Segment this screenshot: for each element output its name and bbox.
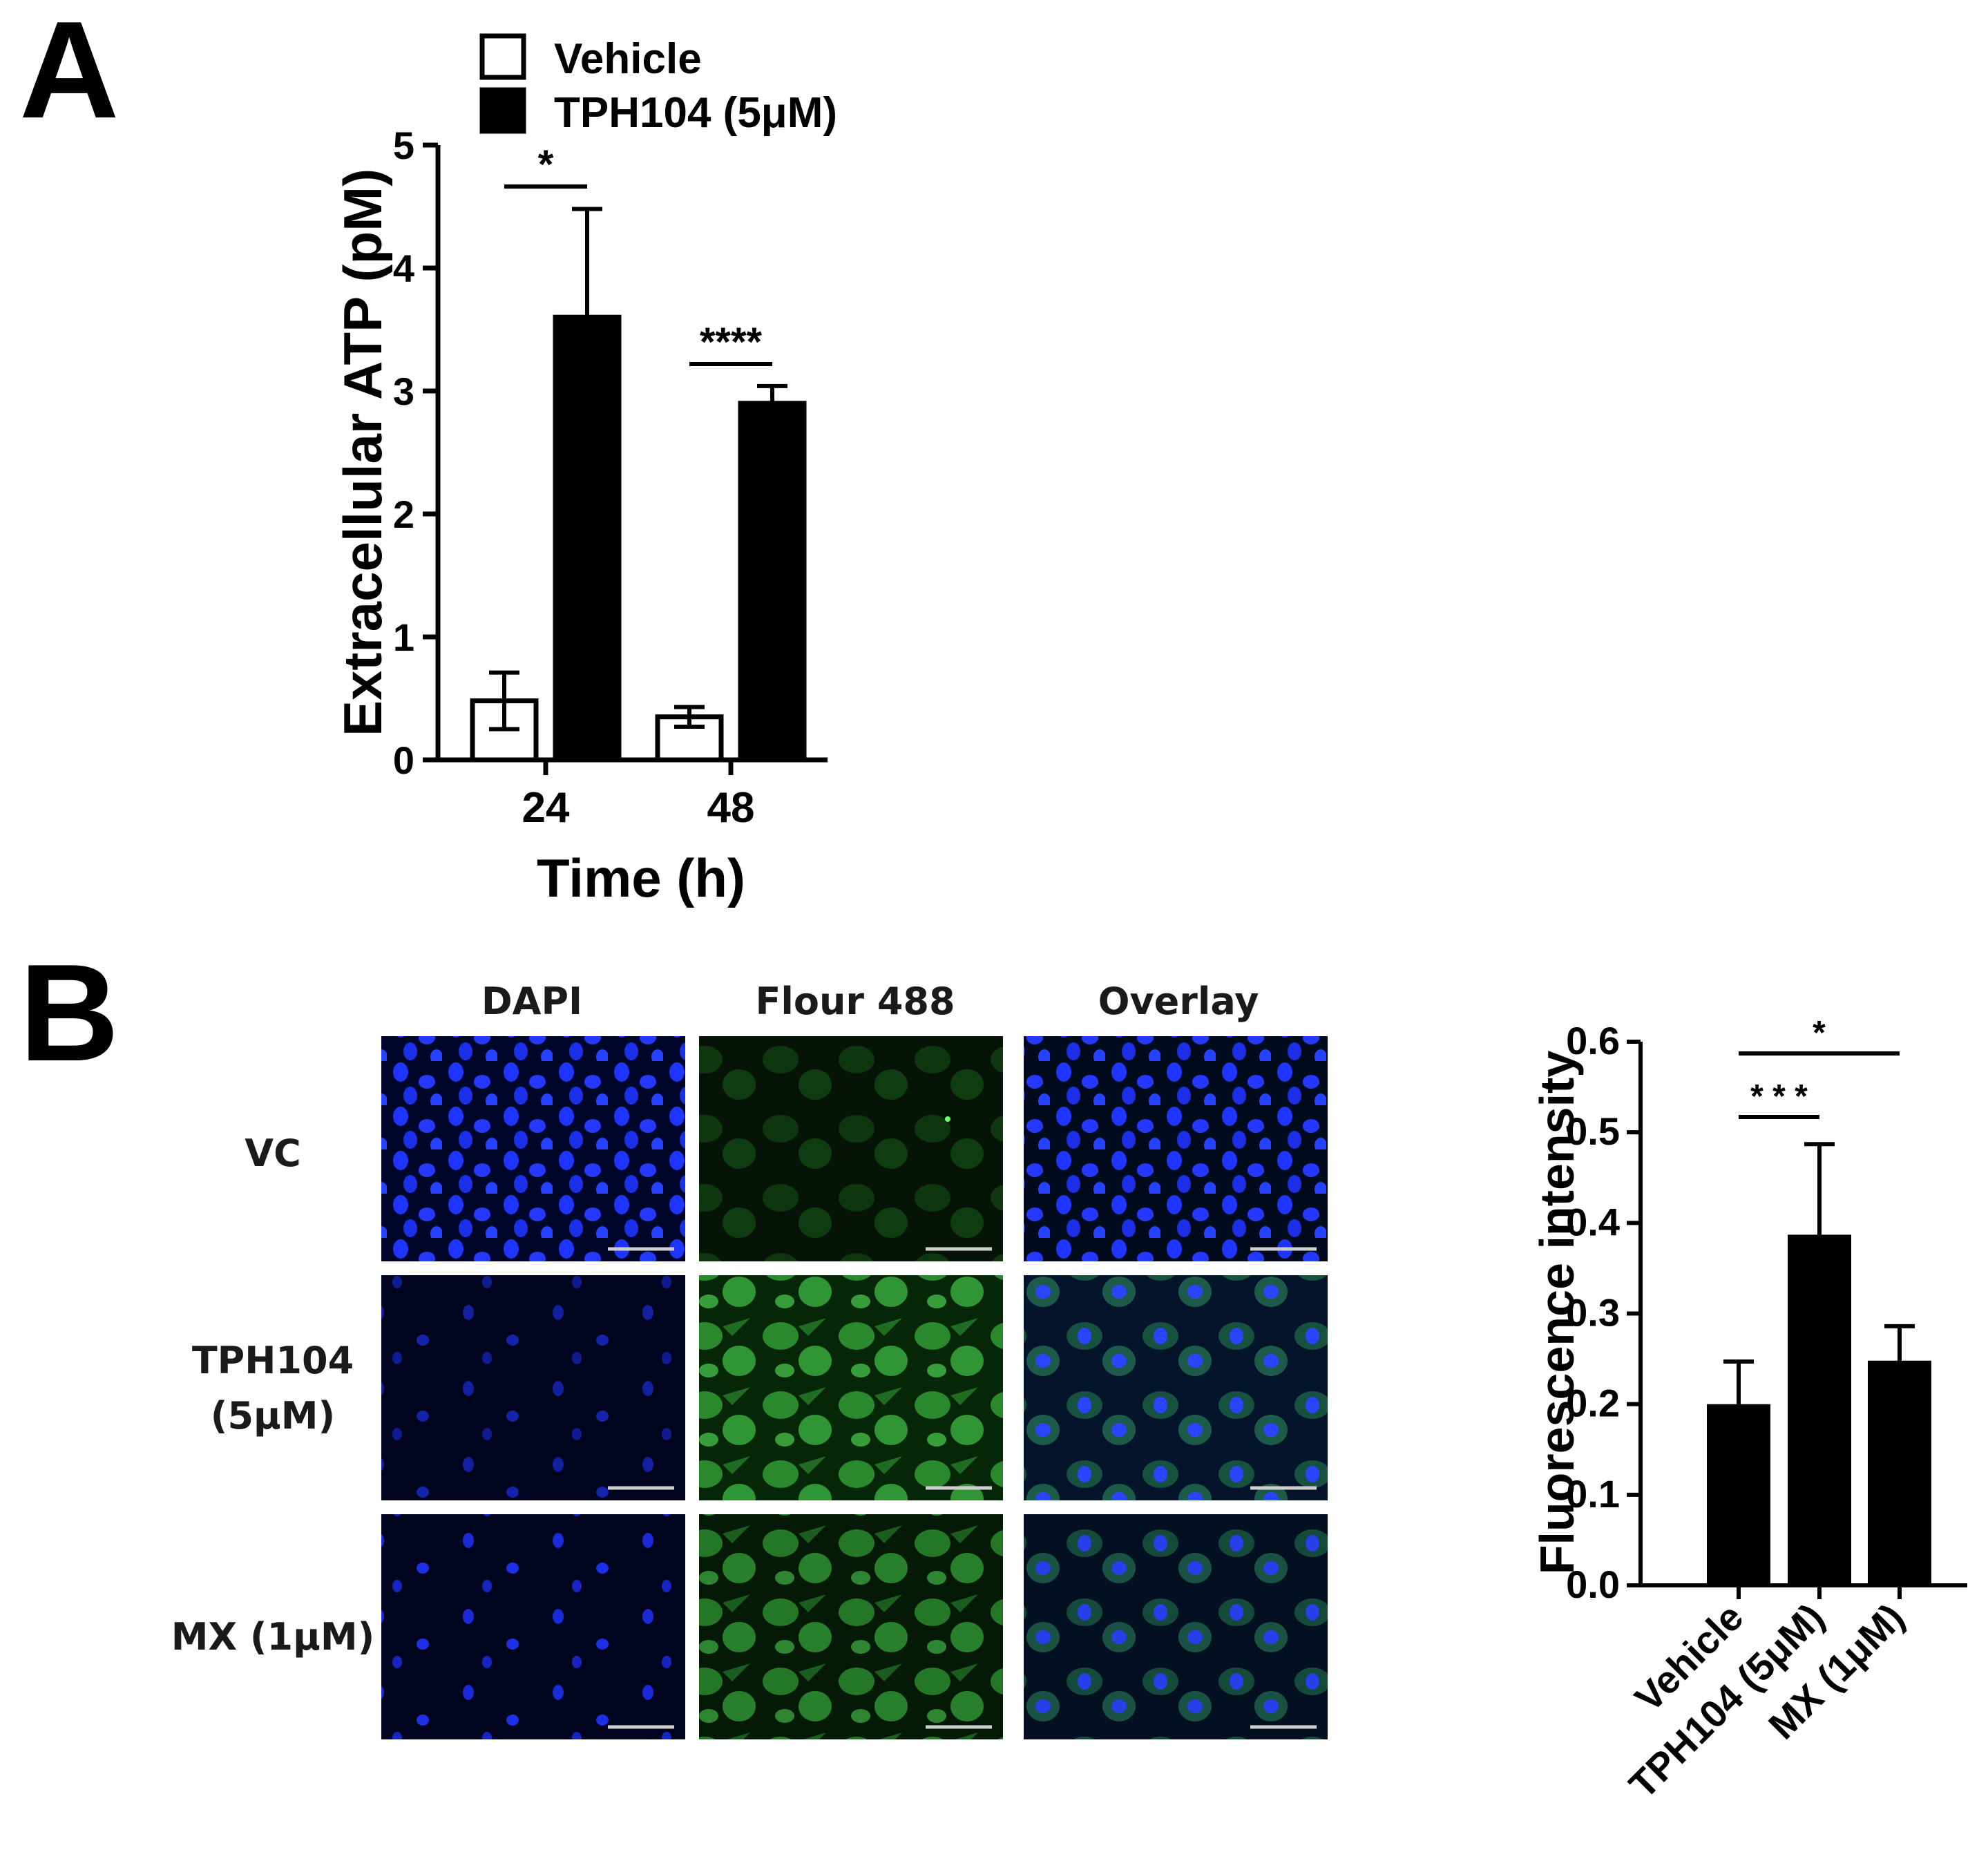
y-tick-label: 0.1: [1566, 1472, 1620, 1516]
column-label-flour-488: Flour 488: [755, 980, 955, 1023]
y-tick-label: 0.4: [1566, 1200, 1620, 1243]
y-tick-label: 0.2: [1566, 1382, 1620, 1425]
legend-label-vehicle: Vehicle: [554, 35, 702, 83]
image-tph104-dapi: [381, 1275, 685, 1500]
row-label-tph104-dose: (5μM): [211, 1394, 335, 1438]
y-tick-label: 1: [393, 615, 414, 659]
image-vc-overlay: [1024, 1036, 1328, 1261]
image-mx-flour-488: [699, 1514, 1003, 1739]
y-ticks: 0.0 0.1 0.2 0.3 0.4 0.5 0.6: [1566, 1019, 1641, 1606]
y-ticks: 0 1 2 3 4 5: [393, 124, 438, 782]
significance-markers: *****: [504, 142, 772, 366]
legend-swatch-vehicle: [479, 33, 526, 80]
y-tick-label: 0.6: [1566, 1019, 1620, 1062]
y-axis-title: Extracellular ATP (pM): [332, 169, 393, 736]
row-label-mx: MX (1μM): [171, 1615, 375, 1659]
y-tick-label: 2: [393, 493, 414, 536]
significance-label: *: [538, 142, 554, 187]
bar-2: [1868, 1360, 1931, 1585]
bar-1: [1788, 1234, 1851, 1585]
bar-0: [1707, 1404, 1770, 1585]
significance-markers: * * **: [1739, 1015, 1900, 1119]
microscopy-grid: DAPI Flour 488 Overlay VC TPH104 (5μM) M…: [171, 980, 1328, 1739]
significance-label: ****: [700, 320, 763, 365]
legend: Vehicle TPH104 (5μM): [479, 33, 837, 137]
x-axis-title: Time (h): [537, 848, 745, 908]
row-label-vc: VC: [245, 1132, 300, 1175]
legend-label-tph104: TPH104 (5μM): [554, 89, 837, 137]
y-tick-label: 0.0: [1566, 1563, 1620, 1606]
image-mx-dapi: [381, 1514, 685, 1739]
bars: [1707, 1142, 1931, 1585]
y-tick-label: 5: [393, 124, 414, 167]
column-label-overlay: Overlay: [1098, 980, 1259, 1023]
panel-b-letter: B: [19, 936, 119, 1090]
x-ticks: 24 48: [522, 760, 755, 832]
y-axis-title: Fluorescence intensity: [1530, 1051, 1584, 1575]
bar-tph104-24: [553, 314, 622, 763]
image-vc-dapi: [381, 1036, 685, 1261]
y-tick-label: 0.5: [1566, 1109, 1620, 1153]
y-tick-label: 3: [393, 370, 414, 413]
bar-tph104-48: [738, 401, 807, 763]
y-tick-label: 0.3: [1566, 1291, 1620, 1335]
image-tph104-overlay: [1024, 1275, 1328, 1500]
significance-label: *: [1813, 1015, 1826, 1051]
panel-a-letter: A: [19, 0, 119, 147]
y-tick-label: 4: [393, 247, 414, 290]
column-label-dapi: DAPI: [481, 980, 582, 1023]
image-vc-flour-488: [699, 1036, 1003, 1261]
image-mx-overlay: [1024, 1514, 1328, 1739]
legend-swatch-tph104: [479, 87, 526, 134]
bars: [470, 207, 807, 763]
row-label-tph104: TPH104: [192, 1339, 354, 1382]
y-tick-label: 0: [393, 738, 414, 782]
x-tick-label: 48: [707, 784, 755, 832]
image-tph104-flour-488: [699, 1275, 1003, 1500]
x-tick-label: 24: [522, 784, 570, 832]
significance-label: * * *: [1750, 1078, 1808, 1115]
